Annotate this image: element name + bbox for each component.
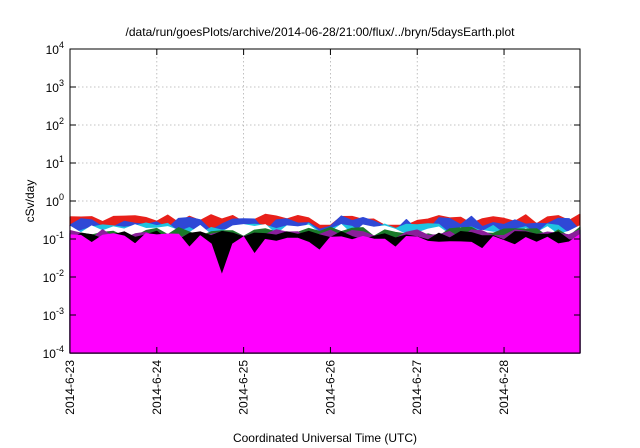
y-axis: 10-4 10-3 10-2 10-1 100 101 102 103 104: [43, 40, 580, 361]
y-tick-label: 10-3: [43, 306, 64, 323]
x-tick-label: 2014-6-28: [497, 360, 511, 415]
y-tick-label: 100: [46, 192, 64, 209]
x-axis-label: Coordinated Universal Time (UTC): [233, 431, 417, 445]
series-floor: [70, 259, 580, 353]
x-tick-label: 2014-6-25: [237, 360, 251, 415]
y-tick-label: 10-2: [43, 268, 64, 285]
x-tick-label: 2014-6-27: [410, 360, 424, 415]
y-tick-label: 10-4: [43, 344, 64, 361]
x-tick-label: 2014-6-23: [63, 360, 77, 415]
series-group: [69, 213, 581, 354]
chart-title: /data/run/goesPlots/archive/2014-06-28/2…: [126, 25, 516, 39]
x-axis: 2014-6-23 2014-6-24 2014-6-25 2014-6-26 2014…: [63, 49, 511, 415]
series-ff00ff: [69, 233, 581, 354]
y-tick-label: 102: [46, 116, 64, 133]
y-axis-label: cSv/day: [23, 180, 37, 223]
y-tick-label: 10-1: [43, 230, 64, 247]
x-tick-label: 2014-6-26: [323, 360, 337, 415]
y-tick-label: 103: [46, 78, 64, 95]
y-tick-label: 101: [46, 154, 64, 171]
y-tick-label: 104: [46, 40, 64, 57]
x-tick-label: 2014-6-24: [150, 360, 164, 415]
